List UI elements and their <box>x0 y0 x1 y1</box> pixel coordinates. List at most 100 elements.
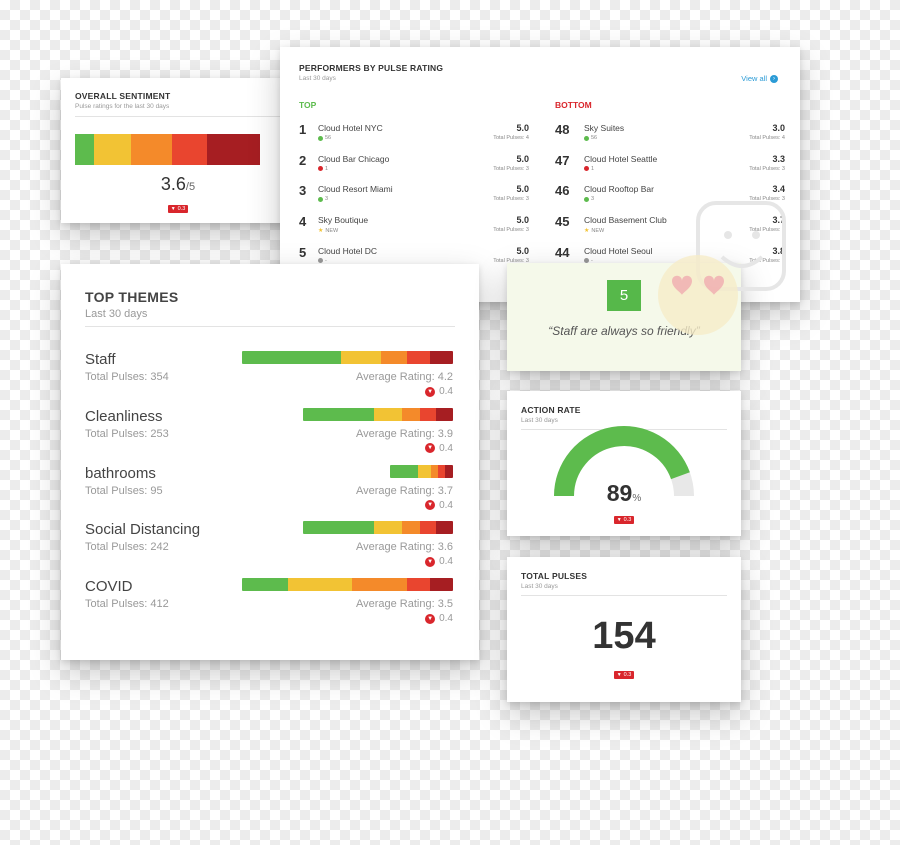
trend-value: 56 <box>325 135 332 141</box>
top-label: TOP <box>299 100 317 110</box>
sentiment-segment <box>93 134 131 165</box>
sentiment-segment <box>206 134 261 165</box>
down-arrow-icon: ▼ <box>616 672 622 678</box>
theme-item[interactable]: Cleanliness Total Pulses: 253 Average Rati… <box>85 407 453 464</box>
neutral-icon <box>318 258 323 264</box>
theme-bar-segment <box>430 464 439 478</box>
action-rate-gauge <box>554 426 694 497</box>
trend-value: 3 <box>591 196 595 203</box>
performer-trend: 56 <box>584 135 597 141</box>
theme-bar-segment <box>402 521 421 535</box>
performer-row[interactable]: 47 Cloud Hotel Seattle 1 3.3 Total Pulses: 3 <box>555 131 785 172</box>
divider <box>85 326 455 327</box>
performer-row[interactable]: 45 Cloud Basement Club ★ NEW 3.7 Total Pulses… <box>555 192 785 234</box>
theme-total-pulses: Total Pulses: 412 <box>85 598 169 611</box>
down-arrow-icon: ▼ <box>425 443 436 454</box>
performer-trend: 3 <box>318 196 328 202</box>
theme-bar-segment <box>438 464 446 478</box>
down-arrow-icon: ▼ <box>425 556 436 567</box>
theme-bar-segment <box>436 521 453 535</box>
performer-trend: - <box>584 258 593 264</box>
divider <box>75 116 281 117</box>
performer-trend: 1 <box>584 166 594 172</box>
performer-rank: 1 <box>299 122 307 137</box>
card-title: TOP THEMES <box>85 289 179 305</box>
score-out-of: /5 <box>185 181 196 193</box>
performer-row[interactable]: 1 Cloud Hotel NYC 56 5.0 Total Pulses: 4 <box>299 100 529 141</box>
change-value: 0.3 <box>623 517 632 523</box>
theme-name: bathrooms <box>85 464 156 482</box>
theme-rating-bar <box>303 521 453 535</box>
divider <box>521 595 727 596</box>
performer-row[interactable]: 46 Cloud Rooftop Bar 3 3.4 Total Pulses: 3 <box>555 161 785 202</box>
performer-total-pulses: Total Pulses: 4 <box>749 135 785 141</box>
performer-total-pulses: Total Pulses: 3 <box>749 165 785 172</box>
performer-row[interactable]: 2 Cloud Bar Chicago 1 5.0 Total Pulses: 3 <box>299 131 529 172</box>
bottom-performers-list: 48 Sky Suites 56 3.0 Total Pulses: 4 47 Cloud … <box>555 100 785 264</box>
rate-unit: % <box>632 493 642 504</box>
performer-row[interactable]: 3 Cloud Resort Miami 3 5.0 Total Pulses: 3 <box>299 161 529 202</box>
theme-bar-segment <box>381 351 407 364</box>
performer-total-pulses: Total Pulses: 3 <box>493 196 529 203</box>
quote-text: “Staff are always so friendly” <box>548 324 700 338</box>
card-subtitle: Last 30 days <box>85 308 148 320</box>
sentiment-score: 3.6/5 <box>75 174 281 195</box>
performer-rating: 3.3 <box>772 153 785 164</box>
sentiment-segment <box>171 134 207 165</box>
theme-bar-segment <box>373 521 403 535</box>
theme-bar-segment <box>351 578 407 592</box>
theme-bar-segment <box>406 578 430 592</box>
star-icon: ★ <box>584 228 590 235</box>
performer-row[interactable]: 4 Sky Boutique ★ NEW 5.0 Total Pulses: 3 <box>299 192 529 234</box>
down-arrow-icon: ▼ <box>425 386 436 397</box>
performer-rating: 5.0 <box>516 184 529 195</box>
star-icon: ★ <box>318 228 324 235</box>
performer-rating: 3.0 <box>772 123 785 133</box>
theme-change: ▼ 0.4 <box>425 500 453 511</box>
down-arrow-icon: ▼ <box>425 613 436 624</box>
performer-row[interactable]: 44 Cloud Hotel Seoul - 3.8 Total Pulses: 3 <box>555 223 785 264</box>
rating-box: 5 <box>607 280 641 311</box>
score-value: 3.6 <box>160 174 186 194</box>
performer-rating: 3.4 <box>772 184 785 195</box>
bottom-label: BOTTOM <box>555 100 592 110</box>
theme-average-rating: Average Rating: 4.2 <box>355 371 453 383</box>
trend-value: 3 <box>325 196 329 203</box>
performer-rating: 5.0 <box>516 153 529 164</box>
theme-item[interactable]: COVID Total Pulses: 412 Average Rating: 3.… <box>85 578 453 634</box>
theme-rating-bar <box>389 464 453 478</box>
down-arrow-icon: ▼ <box>170 206 176 212</box>
change-value: 0.3 <box>623 672 632 678</box>
theme-average-rating: Average Rating: 3.5 <box>355 598 453 611</box>
top-themes-card: TOP THEMES Last 30 days Staff Total Pulse… <box>61 264 479 660</box>
performer-rating: 5.0 <box>516 215 529 226</box>
performer-trend: ★ NEW <box>318 227 339 235</box>
trend-value: NEW <box>325 227 339 234</box>
theme-item[interactable]: Staff Total Pulses: 354 Average Rating: 4.… <box>85 351 453 407</box>
theme-change: ▼ 0.4 <box>425 386 453 397</box>
down-arrow-icon: ▼ <box>616 517 622 523</box>
theme-rating-bar <box>242 578 453 592</box>
performer-name: Sky Boutique <box>318 215 369 226</box>
performer-rating: 3.8 <box>772 245 785 256</box>
theme-change: ▼ 0.4 <box>425 443 453 454</box>
theme-total-pulses: Total Pulses: 95 <box>85 484 163 497</box>
theme-average-rating: Average Rating: 3.7 <box>355 484 453 497</box>
theme-item[interactable]: bathrooms Total Pulses: 95 Average Rating:… <box>85 464 453 521</box>
card-subtitle: Last 30 days <box>521 583 558 590</box>
theme-change: ▼ 0.4 <box>425 556 453 567</box>
card-subtitle: Last 30 days <box>521 417 558 424</box>
theme-bar-segment <box>406 351 430 364</box>
trend-value: NEW <box>591 227 605 234</box>
trend-value: 56 <box>591 135 598 141</box>
view-all-link[interactable]: View all › <box>741 74 778 83</box>
theme-item[interactable]: Social Distancing Total Pulses: 242 Averag… <box>85 521 453 577</box>
performer-total-pulses: Total Pulses: 3 <box>493 227 529 234</box>
theme-bar-segment <box>420 521 437 535</box>
performer-row[interactable]: 5 Cloud Hotel DC -5.0 Total Pulses: 3 <box>299 223 529 264</box>
performer-trend: 1 <box>318 166 328 172</box>
theme-bar-segment <box>429 578 453 592</box>
performer-row[interactable]: 48 Sky Suites 56 3.0 Total Pulses: 4 <box>555 100 785 141</box>
sentiment-segment <box>75 134 94 165</box>
sentiment-bar <box>75 134 281 165</box>
